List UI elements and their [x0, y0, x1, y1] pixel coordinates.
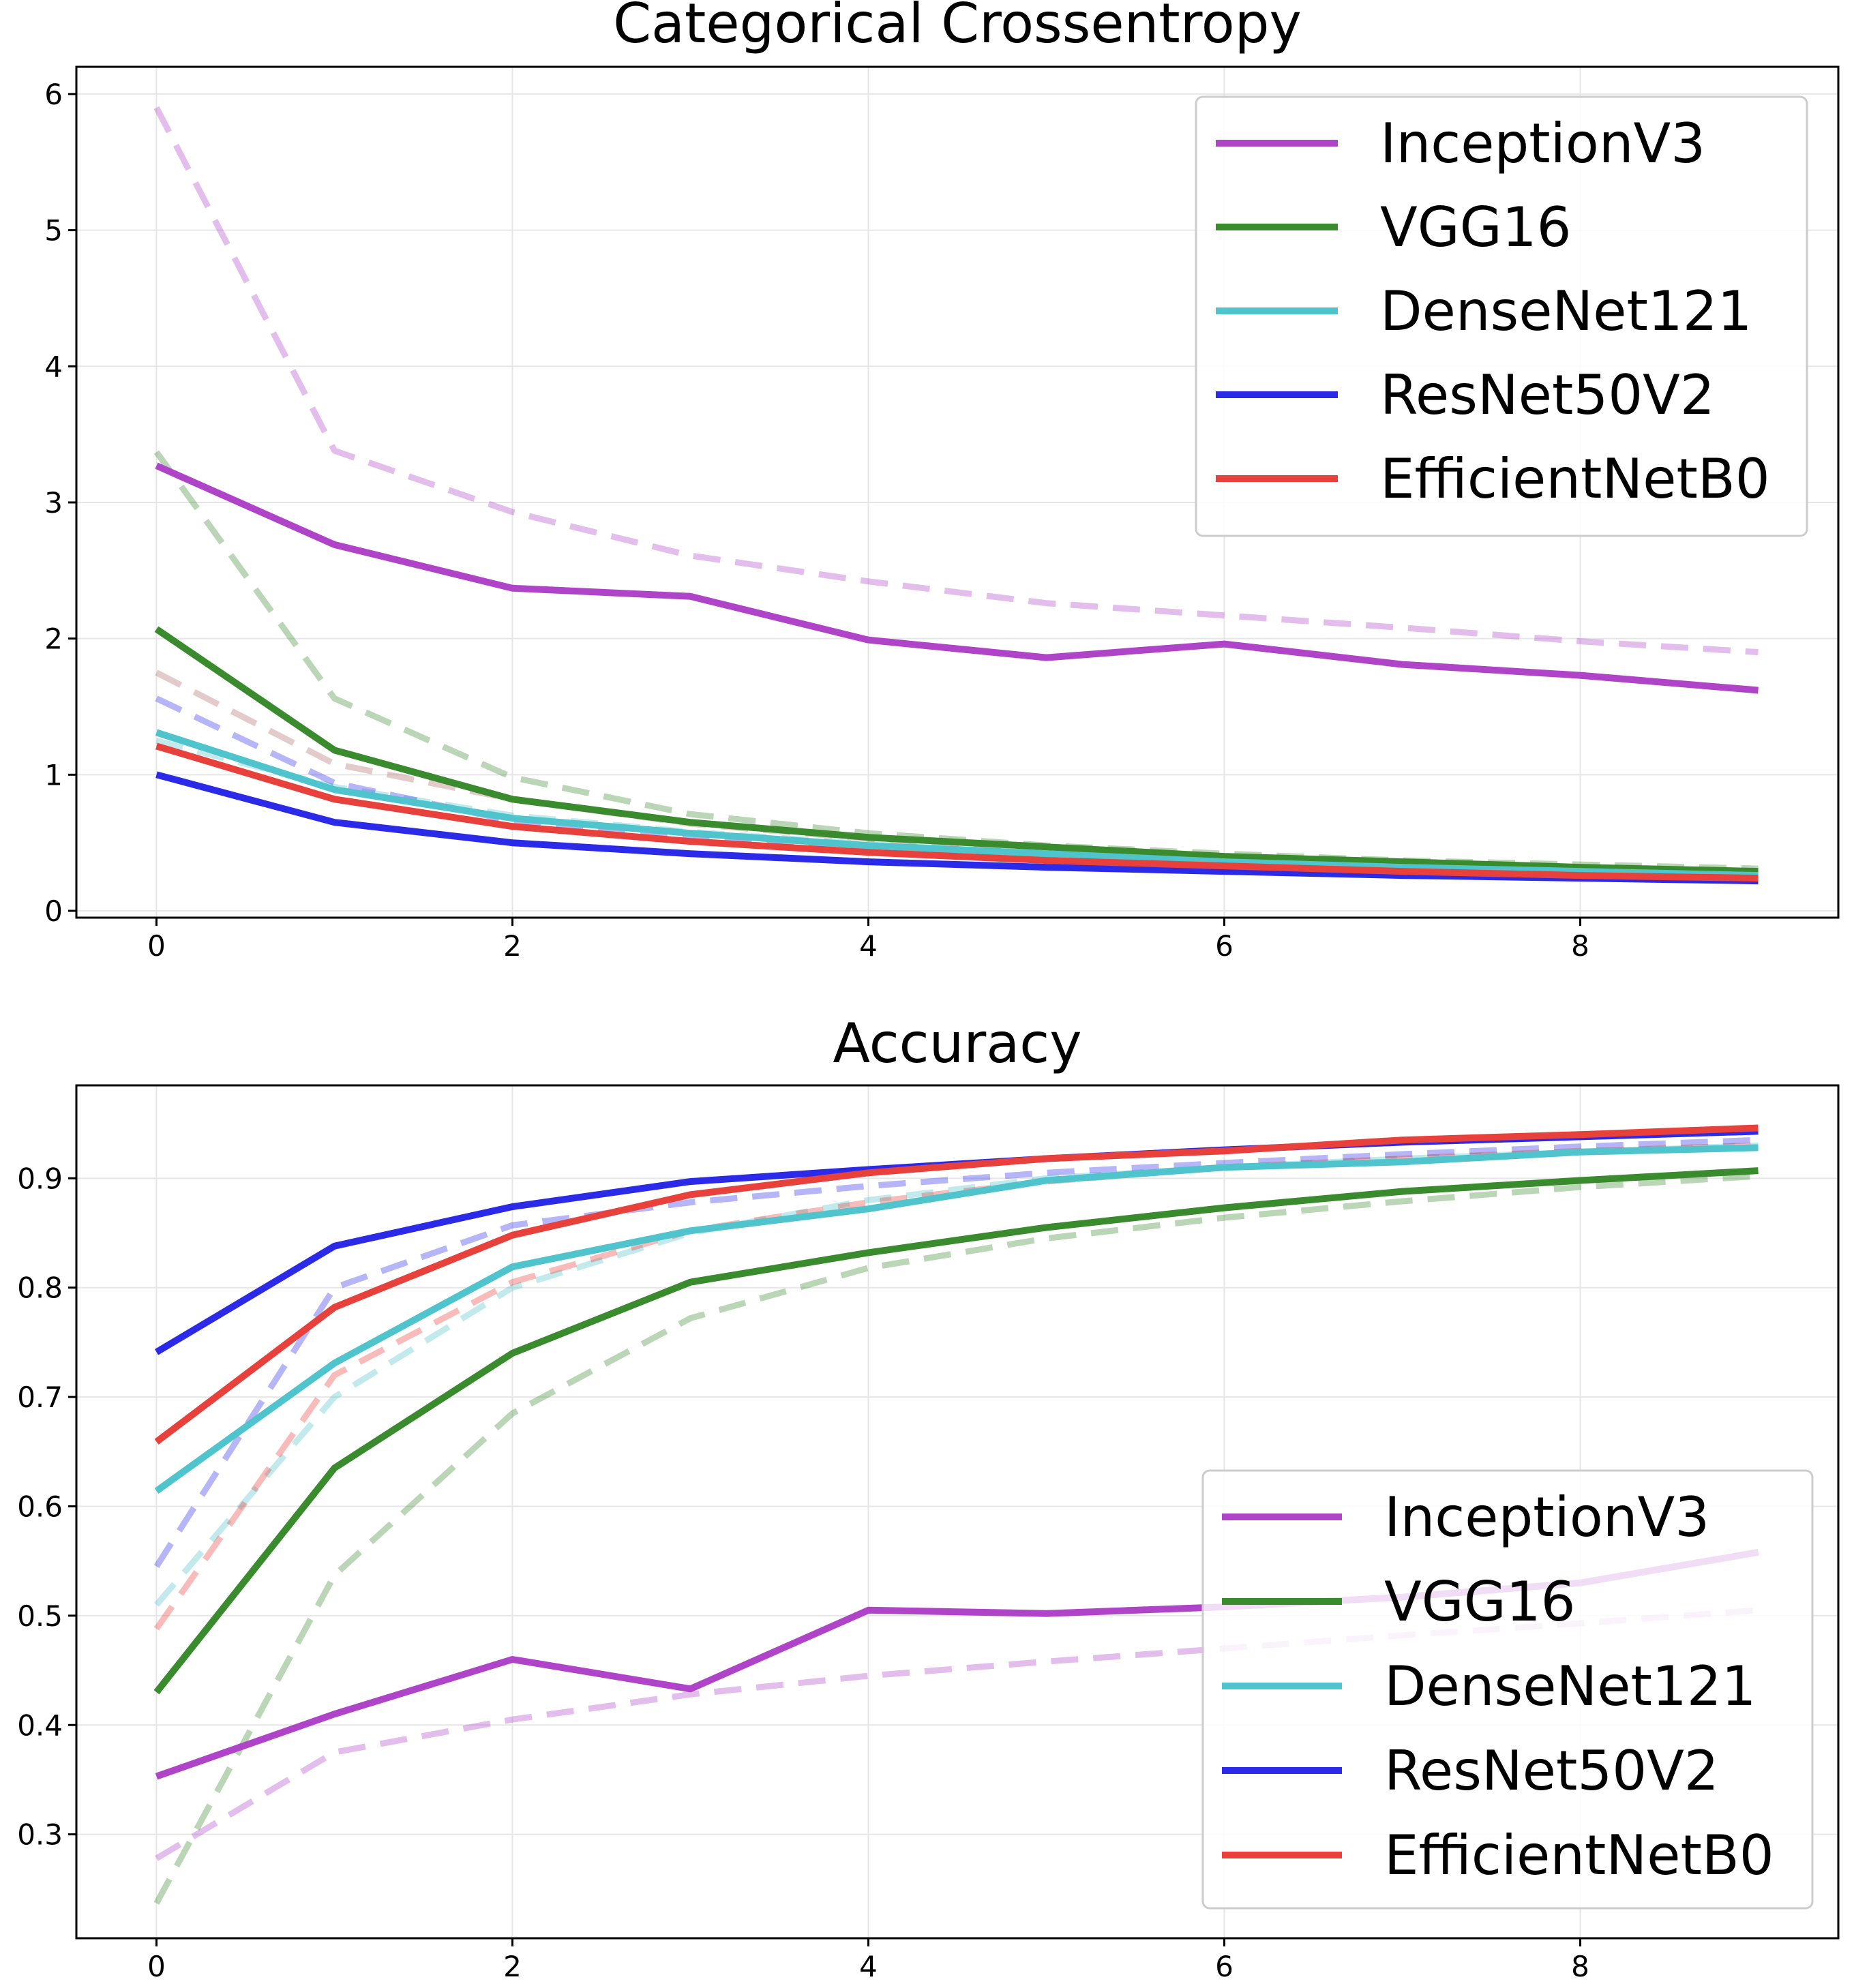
y-tick-label: 1: [44, 758, 63, 792]
x-tick-label: 0: [147, 1950, 166, 1983]
legend-label: InceptionV3: [1380, 112, 1705, 175]
legend: InceptionV3 VGG16 DenseNet121 ResNet50V2 Eff…: [1201, 1469, 1814, 1910]
legend-label: InceptionV3: [1384, 1486, 1709, 1549]
series-line-resnet50v2-dashed: [153, 1136, 1759, 1569]
y-tick-label: 3: [44, 486, 63, 519]
legend-label: EfficientNetB0: [1384, 1824, 1774, 1887]
x-tick-label: 4: [859, 929, 878, 963]
y-tick-label: 0.6: [17, 1490, 63, 1523]
series-line-vgg16-solid: [154, 626, 1759, 875]
plot-frame: [75, 65, 1840, 919]
x-tick-label: 4: [859, 1950, 878, 1983]
y-tick-label: 0.9: [17, 1162, 63, 1195]
y-tick-label: 4: [44, 350, 63, 383]
series-line-densenet121-solid: [155, 729, 1759, 879]
x-tick-label: 0: [147, 929, 166, 963]
chart-title: Accuracy: [833, 1012, 1081, 1075]
chart-accuracy: Accuracy 0 2 4 6 8 0.3 0.4 0.5 0.6 0.7 0.8 0.9 Incept…: [17, 1012, 1840, 1983]
legend-label: ResNet50V2: [1380, 363, 1715, 427]
legend-box: [1201, 1469, 1814, 1910]
x-tick-label: 2: [503, 1950, 522, 1983]
y-tick-label: 0.5: [17, 1599, 63, 1633]
series-line-vgg16-dashed: [153, 1173, 1759, 1905]
series-line-densenet121-dashed: [154, 1142, 1759, 1607]
legend-label: ResNet50V2: [1384, 1739, 1719, 1803]
x-tick-label: 6: [1215, 929, 1233, 963]
x-tick-label: 2: [503, 929, 522, 963]
series-line-inceptionv3-dashed: [153, 106, 1759, 656]
y-tick-label: 6: [44, 78, 63, 111]
series-group: [153, 106, 1759, 885]
legend: InceptionV3 VGG16 DenseNet121 ResNet50V2 Eff…: [1195, 95, 1808, 537]
y-tick-label: 0.4: [17, 1708, 63, 1742]
y-tick-label: 2: [44, 622, 63, 656]
y-tick-label: 0.8: [17, 1271, 63, 1305]
legend-label: EfficientNetB0: [1380, 447, 1770, 511]
legend-label: VGG16: [1384, 1570, 1576, 1633]
series-group: [153, 1124, 1759, 1905]
x-tick-label: 6: [1215, 1950, 1233, 1983]
series-line-inceptionv3-solid: [155, 462, 1759, 694]
series-line-efficientnetb0-solid: [154, 1124, 1759, 1445]
series-line-efficientnetb0-solid: [155, 742, 1759, 882]
chart-title: Categorical Crossentropy: [613, 0, 1302, 55]
legend-label: DenseNet121: [1384, 1655, 1756, 1718]
legend-label: DenseNet121: [1380, 280, 1752, 343]
x-tick-label: 8: [1571, 929, 1589, 963]
series-line-densenet121-solid: [154, 1144, 1759, 1494]
plot-frame: [75, 1084, 1840, 1940]
legend-label: VGG16: [1380, 196, 1572, 259]
legend-box: [1195, 95, 1808, 537]
y-tick-label: 0: [44, 894, 63, 928]
y-tick-label: 5: [44, 214, 63, 247]
y-tick-label: 0.3: [17, 1818, 63, 1852]
chart-crossentropy: Categorical Crossentropy 0 2 4 6 8 0 1 2 3 4 5 6 Ince…: [44, 0, 1840, 963]
x-tick-label: 8: [1571, 1950, 1589, 1983]
series-line-vgg16-solid: [153, 1167, 1759, 1695]
y-tick-label: 0.7: [17, 1381, 63, 1414]
